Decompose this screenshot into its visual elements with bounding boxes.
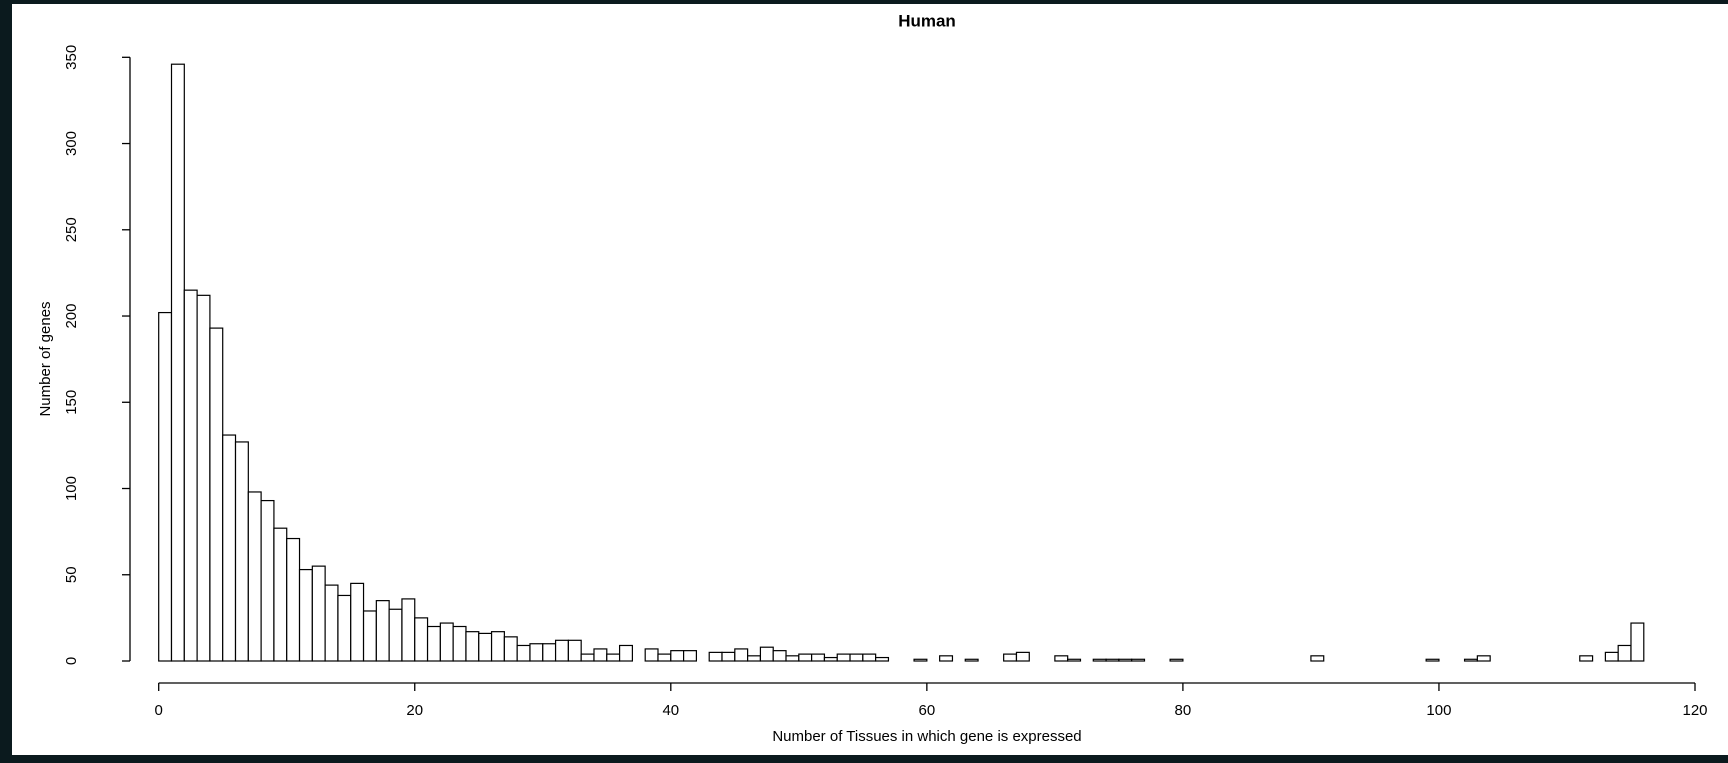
bar: [836, 653, 851, 662]
bar: [401, 598, 416, 662]
bar: [811, 653, 826, 662]
bar: [260, 499, 275, 662]
bar: [170, 63, 185, 662]
bar: [1310, 655, 1325, 662]
x-tick-label: 100: [1426, 702, 1451, 719]
bar: [670, 650, 685, 662]
bar: [913, 658, 928, 662]
bar: [542, 643, 557, 662]
bar: [222, 434, 237, 662]
bar: [606, 653, 621, 662]
bar: [1169, 658, 1184, 662]
bar: [1604, 651, 1619, 662]
bar: [362, 610, 377, 662]
bar: [747, 655, 762, 662]
y-tick-label: 250: [63, 217, 80, 242]
bar: [1630, 622, 1645, 662]
bar: [721, 651, 736, 662]
y-tick-label: 150: [63, 390, 80, 415]
bar: [708, 651, 723, 662]
bar: [337, 594, 352, 662]
bar: [490, 631, 505, 662]
bar: [1067, 658, 1082, 662]
bar: [350, 582, 365, 662]
bar: [183, 289, 198, 662]
bar: [452, 625, 467, 662]
y-tick-label: 200: [63, 304, 80, 329]
bar: [1092, 658, 1107, 662]
bar: [772, 650, 787, 662]
bar: [759, 646, 774, 662]
x-tick-label: 60: [919, 702, 936, 719]
bar: [1118, 658, 1133, 662]
bar: [618, 644, 633, 662]
bar: [234, 441, 249, 662]
bar: [1476, 655, 1491, 662]
bar: [798, 653, 813, 662]
bar: [324, 584, 339, 662]
bar: [593, 648, 608, 662]
bar: [439, 622, 454, 662]
bar: [823, 656, 838, 662]
bar: [426, 625, 441, 662]
bar: [247, 491, 262, 662]
bar: [503, 636, 518, 662]
chart-title: Human: [898, 11, 956, 30]
bar: [311, 565, 326, 662]
bar: [158, 311, 173, 662]
bar: [1054, 655, 1069, 662]
bar: [657, 653, 672, 662]
y-tick-label: 350: [63, 45, 80, 70]
bar: [554, 639, 569, 662]
bar: [1131, 658, 1146, 662]
bar: [298, 568, 313, 662]
bar: [939, 655, 954, 662]
bar: [580, 653, 595, 662]
x-tick-label: 80: [1175, 702, 1192, 719]
bar: [849, 653, 864, 662]
x-tick-label: 120: [1682, 702, 1707, 719]
x-axis-title: Number of Tissues in which gene is expre…: [772, 728, 1081, 745]
bar: [1015, 651, 1030, 662]
bar: [862, 653, 877, 662]
bar: [516, 644, 531, 662]
y-tick-label: 0: [63, 657, 80, 665]
x-tick-label: 40: [662, 702, 679, 719]
y-tick-label: 100: [63, 476, 80, 501]
bar: [478, 632, 493, 662]
bar: [1105, 658, 1120, 662]
bar: [683, 650, 698, 662]
bar: [465, 631, 480, 662]
y-tick-label: 50: [63, 566, 80, 583]
bar: [734, 648, 749, 662]
bar: [375, 600, 390, 662]
x-tick-label: 20: [406, 702, 423, 719]
bar: [785, 655, 800, 662]
bar: [388, 608, 403, 662]
x-tick-label: 0: [155, 702, 163, 719]
bar: [1463, 658, 1478, 662]
y-tick-label: 300: [63, 131, 80, 156]
bar: [196, 294, 211, 662]
bar: [1579, 655, 1594, 662]
bar: [1617, 644, 1632, 662]
bar: [1425, 658, 1440, 662]
bar: [414, 617, 429, 662]
bar: [529, 643, 544, 662]
y-axis-title: Number of genes: [37, 301, 54, 416]
bar: [567, 639, 582, 662]
bar: [875, 656, 890, 662]
bar: [209, 327, 224, 662]
bar: [286, 537, 301, 662]
bar: [964, 658, 979, 662]
bar: [1003, 653, 1018, 662]
bar: [644, 648, 659, 662]
bar: [273, 527, 288, 662]
